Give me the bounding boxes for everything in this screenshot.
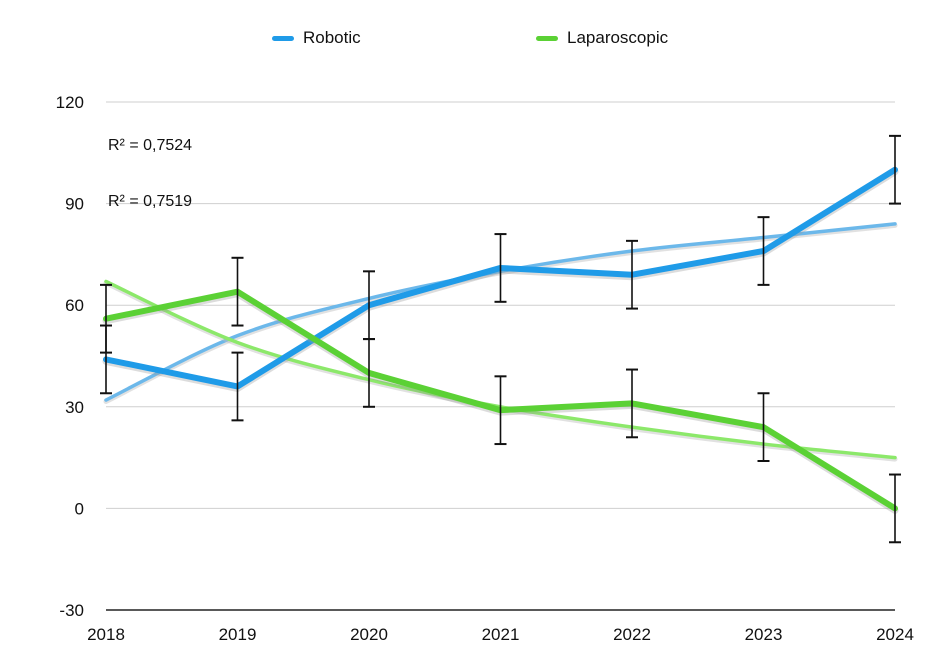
gridlines — [106, 101, 895, 611]
error-bar-laparoscopic-2019 — [231, 256, 244, 327]
legend-swatch-laparoscopic — [536, 35, 558, 41]
error-bar-robotic-2019 — [231, 351, 244, 422]
error-bar-laparoscopic-2020 — [363, 338, 375, 408]
error-bar-robotic-2023 — [757, 216, 770, 286]
y-tick-label-60: 60 — [65, 296, 84, 315]
error-bar-laparoscopic-2021 — [494, 375, 507, 446]
x-tick-label-2023: 2023 — [745, 625, 783, 644]
error-bar-robotic-2024 — [889, 134, 901, 205]
y-tick-label--30: -30 — [59, 601, 84, 620]
annotations: R² = 0,7524 R² = 0,7519 — [108, 137, 192, 210]
legend-swatch-robotic — [272, 35, 294, 41]
x-tick-label-2020: 2020 — [350, 625, 388, 644]
y-tick-label-90: 90 — [65, 195, 84, 214]
x-tick-label-2018: 2018 — [87, 625, 125, 644]
x-tick-label-2022: 2022 — [613, 625, 651, 644]
r2-label-laparoscopic: R² = 0,7519 — [108, 193, 192, 210]
error-bar-laparoscopic-2023 — [757, 392, 770, 462]
error-bars — [100, 134, 901, 544]
error-bar-laparoscopic-2018 — [100, 283, 112, 354]
y-tick-label-0: 0 — [75, 499, 84, 518]
legend-label-robotic: Robotic — [303, 28, 361, 47]
legend-item-laparoscopic: Laparoscopic — [536, 28, 668, 48]
error-bar-robotic-2022 — [626, 239, 638, 310]
error-bar-robotic-2021 — [494, 233, 507, 303]
x-tick-label-2024: 2024 — [876, 625, 914, 644]
x-tick-label-2021: 2021 — [482, 625, 520, 644]
x-axis: 2018 2019 2020 2021 2022 2023 2024 — [87, 625, 914, 644]
x-tick-label-2019: 2019 — [219, 625, 257, 644]
error-bar-laparoscopic-2022 — [626, 368, 638, 439]
legend: Robotic Laparoscopic — [0, 28, 930, 52]
y-axis: -30 0 30 60 90 120 — [56, 93, 84, 620]
r2-label-robotic: R² = 0,7524 — [108, 137, 192, 154]
y-tick-label-120: 120 — [56, 93, 84, 112]
legend-label-laparoscopic: Laparoscopic — [567, 28, 669, 47]
y-tick-label-30: 30 — [65, 398, 84, 417]
error-bar-laparoscopic-2024 — [889, 473, 901, 544]
legend-item-robotic: Robotic — [272, 28, 361, 48]
